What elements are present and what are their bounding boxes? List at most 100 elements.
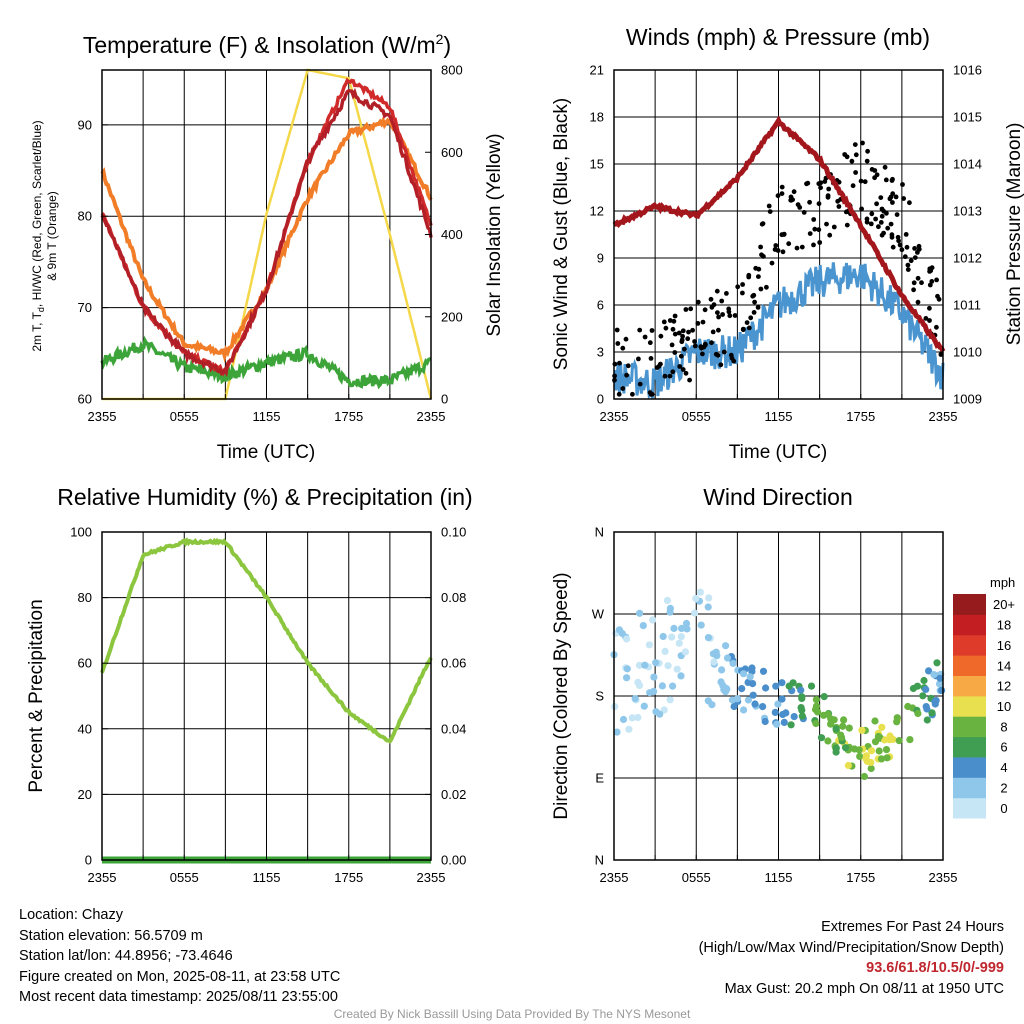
gust-point — [680, 333, 685, 339]
gust-point — [801, 210, 807, 215]
y-tick-label: 100 — [70, 525, 92, 540]
direction-point — [867, 764, 875, 773]
y2-tick-label: 800 — [441, 63, 463, 78]
colorbar-label: 0 — [1000, 801, 1007, 816]
y2-tick-label: 1013 — [953, 204, 982, 219]
direction-point — [923, 705, 931, 713]
gust-point — [868, 221, 874, 227]
y2-tick-label: 1016 — [953, 63, 982, 78]
direction-point — [659, 632, 667, 641]
gust-point — [680, 328, 686, 334]
direction-ylabel: Direction (Colored By Speed) — [551, 572, 572, 819]
x-tick-label: 2355 — [929, 409, 958, 424]
gust-point — [669, 342, 675, 348]
gust-point — [876, 224, 881, 230]
gust-point — [647, 390, 653, 395]
gust-point — [740, 282, 745, 287]
gust-point — [894, 212, 900, 218]
direction-point — [678, 624, 686, 633]
gust-point — [716, 327, 721, 333]
direction-point — [623, 635, 631, 643]
direction-panel: 2355 0555 1155 1755 2355 N E S W N Direction (Col… — [551, 525, 1015, 886]
gust-point — [844, 222, 850, 228]
gust-point — [911, 287, 916, 293]
gust-point — [908, 258, 914, 264]
colorbar-label: 4 — [1000, 760, 1007, 775]
direction-point — [938, 686, 946, 695]
direction-marks — [610, 588, 946, 781]
direction-point — [623, 674, 631, 682]
direction-point — [812, 696, 821, 704]
direction-point — [691, 609, 699, 617]
gust-point — [672, 313, 678, 319]
gust-point — [895, 234, 901, 240]
gust-point — [671, 318, 677, 324]
x-tick-label: 1755 — [334, 409, 363, 424]
direction-point — [749, 691, 757, 699]
gust-point — [901, 196, 906, 201]
max-gust-text: Max Gust: 20.2 mph On 08/11 at 1950 UTC — [724, 980, 1004, 997]
gust-point — [900, 182, 905, 187]
x-tick-label: 2355 — [417, 870, 446, 885]
y-tick-label: 90 — [78, 117, 92, 132]
direction-point — [704, 634, 713, 642]
gust-point — [692, 343, 698, 349]
gust-point — [685, 336, 691, 342]
gust-point — [882, 164, 888, 170]
y-tick-label: 6 — [597, 298, 604, 313]
y-tick-label: 80 — [78, 590, 92, 605]
direction-point — [797, 686, 805, 694]
colorbar-title: mph — [990, 575, 1015, 590]
direction-point — [778, 679, 786, 687]
gust-point — [869, 167, 875, 172]
x-tick-label: 1755 — [846, 409, 875, 424]
direction-point — [936, 674, 944, 682]
gust-point — [779, 232, 785, 238]
gust-point — [751, 310, 757, 315]
gust-point — [724, 291, 729, 296]
direction-point — [855, 746, 863, 754]
gust-point — [670, 369, 676, 375]
colorbar-swatch — [953, 777, 986, 799]
direction-point — [744, 696, 753, 704]
gust-point — [630, 391, 635, 397]
humidity-panel-title: Relative Humidity (%) & Precipitation (i… — [57, 484, 472, 510]
gust-point — [779, 184, 785, 190]
pressure-y2label: Station Pressure (Maroon) — [1004, 123, 1024, 346]
gust-point — [936, 296, 942, 302]
humidity-panel: 2355 0555 1155 1755 2355 0 20 40 60 80 100 0.00 0.02… — [26, 525, 466, 886]
gust-point — [663, 325, 669, 331]
gust-point — [670, 326, 676, 332]
winds-marks — [612, 115, 946, 400]
x-tick-label: 0555 — [682, 409, 711, 424]
winds-ylabel: Sonic Wind & Gust (Blue, Black) — [551, 98, 572, 370]
direction-point — [878, 723, 886, 731]
gust-point — [836, 204, 842, 209]
direction-point — [704, 603, 712, 611]
gust-point — [726, 309, 732, 315]
sonic-wind-line — [612, 262, 945, 400]
gust-point — [620, 345, 626, 351]
gust-point — [874, 201, 879, 207]
gust-point — [620, 386, 626, 391]
direction-point — [778, 695, 786, 703]
colorbar-swatch — [953, 736, 986, 758]
colorbar-label: 6 — [1000, 740, 1007, 755]
winds-panel: 2355 0555 1155 1755 2355 0 3 6 9 12 15 18 21 1009 1010… — [551, 63, 1024, 464]
y-tick-label: 0 — [85, 853, 92, 868]
direction-point — [618, 629, 626, 638]
gust-point — [667, 373, 673, 379]
gust-point — [797, 205, 803, 210]
direction-point — [636, 609, 644, 617]
y2-tick-label: 1012 — [953, 251, 982, 266]
gust-point — [852, 142, 858, 148]
direction-point — [664, 662, 672, 670]
direction-point — [723, 654, 732, 662]
gust-point — [889, 232, 895, 238]
y-tick-label: N — [595, 853, 604, 868]
direction-point — [712, 648, 720, 656]
colorbar-swatch — [953, 634, 986, 656]
gust-point — [919, 280, 924, 286]
x-tick-label: 1155 — [253, 409, 281, 424]
y2-tick-label: 0.08 — [441, 590, 466, 605]
